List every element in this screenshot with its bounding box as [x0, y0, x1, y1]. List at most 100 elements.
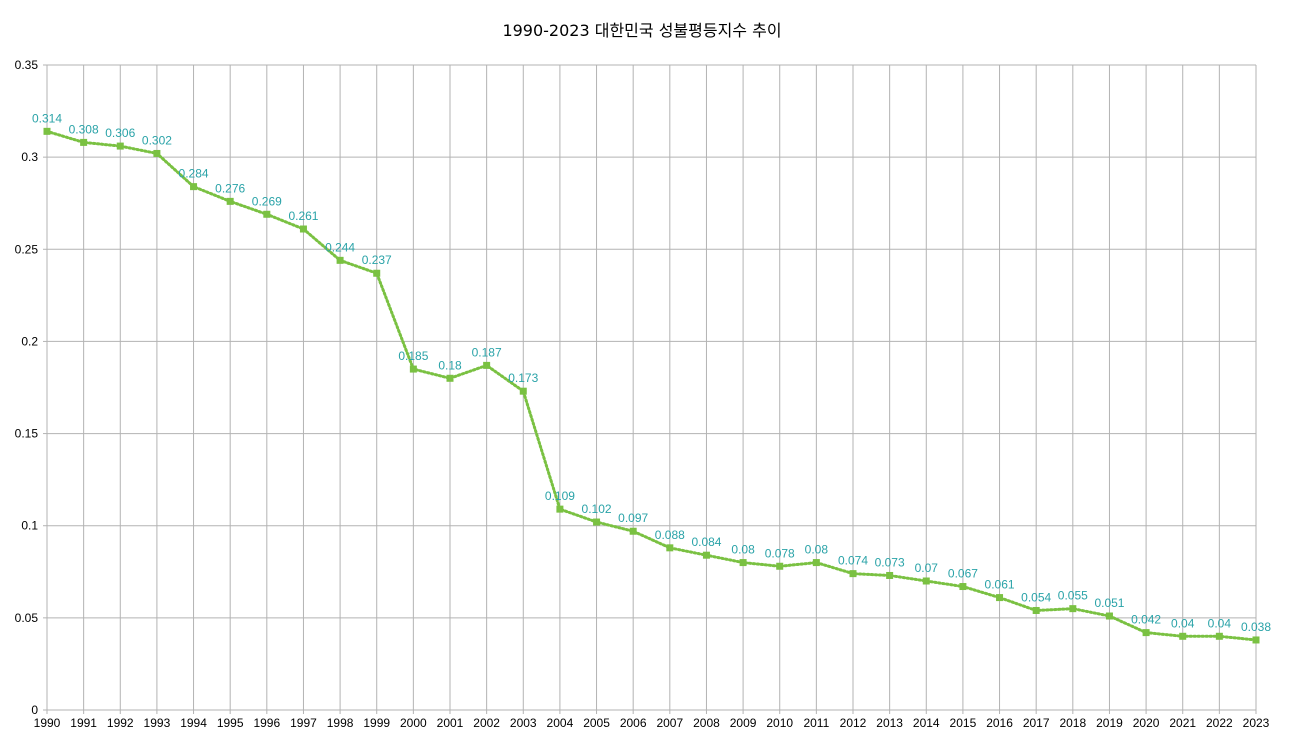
x-tick-label: 2012 [840, 716, 867, 730]
data-point-marker [556, 505, 564, 513]
data-point-marker [812, 559, 820, 567]
x-tick-label: 1990 [34, 716, 61, 730]
y-tick-label: 0.2 [21, 334, 38, 348]
x-tick-label: 2007 [656, 716, 683, 730]
x-tick-label: 2003 [510, 716, 537, 730]
data-point-marker [190, 183, 198, 191]
data-point-marker [776, 562, 784, 570]
chart-title: 1990-2023 대한민국 성불평등지수 추이 [502, 21, 781, 40]
data-point-marker [263, 210, 271, 218]
data-label: 0.07 [915, 561, 939, 575]
data-label: 0.08 [731, 543, 755, 557]
y-tick-label: 0.3 [21, 150, 38, 164]
data-point-marker [922, 577, 930, 585]
x-tick-label: 2010 [766, 716, 793, 730]
data-label: 0.04 [1171, 616, 1195, 630]
data-point-marker [1215, 632, 1223, 640]
data-label: 0.073 [875, 555, 905, 569]
data-label: 0.276 [215, 181, 245, 195]
x-tick-label: 1998 [327, 716, 354, 730]
data-point-marker [153, 149, 161, 157]
data-label: 0.306 [105, 126, 135, 140]
data-label: 0.109 [545, 489, 575, 503]
data-point-marker [959, 583, 967, 591]
x-tick-label: 2015 [950, 716, 977, 730]
data-label: 0.173 [508, 371, 538, 385]
data-point-marker [373, 269, 381, 277]
y-tick-label: 0.25 [15, 242, 39, 256]
data-point-marker [629, 527, 637, 535]
data-label: 0.08 [805, 543, 829, 557]
x-tick-label: 1995 [217, 716, 244, 730]
data-point-marker [116, 142, 124, 150]
x-tick-label: 2000 [400, 716, 427, 730]
data-point-marker [43, 127, 51, 135]
data-label: 0.055 [1058, 589, 1088, 603]
y-tick-label: 0.05 [15, 611, 39, 625]
data-point-marker [226, 197, 234, 205]
series-line [45, 129, 1258, 642]
x-tick-label: 2001 [437, 716, 464, 730]
data-label: 0.061 [985, 578, 1015, 592]
x-tick-label: 2019 [1096, 716, 1123, 730]
data-label: 0.314 [32, 111, 62, 125]
x-tick-label: 1994 [180, 716, 207, 730]
x-tick-label: 2009 [730, 716, 757, 730]
marker-layer [43, 127, 1260, 644]
data-point-marker [739, 559, 747, 567]
y-tick-label: 0.1 [21, 519, 38, 533]
y-tick-label: 0 [31, 703, 38, 717]
x-tick-label: 1991 [70, 716, 97, 730]
x-tick-label: 2017 [1023, 716, 1050, 730]
data-point-marker [1142, 629, 1150, 637]
y-tick-label: 0.35 [15, 58, 39, 72]
data-label: 0.042 [1131, 613, 1161, 627]
data-point-marker [1032, 606, 1040, 614]
x-tick-label: 1993 [144, 716, 171, 730]
data-point-marker [1252, 636, 1260, 644]
x-tick-label: 2022 [1206, 716, 1233, 730]
data-point-marker [299, 225, 307, 233]
data-label: 0.237 [362, 253, 392, 267]
x-tick-label: 2005 [583, 716, 610, 730]
x-tick-label: 2004 [547, 716, 574, 730]
data-label: 0.074 [838, 554, 868, 568]
data-point-marker [483, 361, 491, 369]
data-label: 0.185 [398, 349, 428, 363]
data-point-marker [886, 571, 894, 579]
data-label: 0.078 [765, 546, 795, 560]
data-label: 0.18 [438, 358, 462, 372]
data-label: 0.04 [1208, 616, 1232, 630]
data-label: 0.088 [655, 528, 685, 542]
x-tick-label: 2018 [1059, 716, 1086, 730]
data-label: 0.067 [948, 567, 978, 581]
x-tick-label: 2011 [803, 716, 829, 730]
data-label: 0.084 [691, 535, 721, 549]
data-point-marker [593, 518, 601, 526]
data-label: 0.244 [325, 240, 355, 254]
data-label: 0.097 [618, 511, 648, 525]
y-tick-label: 0.15 [15, 427, 39, 441]
data-point-marker [336, 256, 344, 264]
data-label: 0.284 [179, 167, 209, 181]
data-label: 0.038 [1241, 620, 1271, 634]
data-label: 0.308 [69, 122, 99, 136]
data-label: 0.102 [582, 502, 612, 516]
x-tick-label: 2016 [986, 716, 1013, 730]
data-point-marker [996, 594, 1004, 602]
data-label: 0.269 [252, 194, 282, 208]
data-point-marker [849, 570, 857, 578]
axis-layer: 0 0.05 0.1 0.15 0.2 0.25 0.3 0.35 1990 1991 1992 19… [15, 58, 1270, 730]
data-point-marker [702, 551, 710, 559]
data-point-marker [409, 365, 417, 373]
data-point-marker [446, 374, 454, 382]
x-tick-label: 1999 [363, 716, 390, 730]
x-tick-label: 2002 [473, 716, 500, 730]
x-tick-label: 2006 [620, 716, 647, 730]
data-label: 0.261 [288, 209, 318, 223]
data-label: 0.187 [472, 345, 502, 359]
data-label: 0.051 [1094, 596, 1124, 610]
x-tick-label: 2014 [913, 716, 940, 730]
data-label: 0.302 [142, 133, 172, 147]
